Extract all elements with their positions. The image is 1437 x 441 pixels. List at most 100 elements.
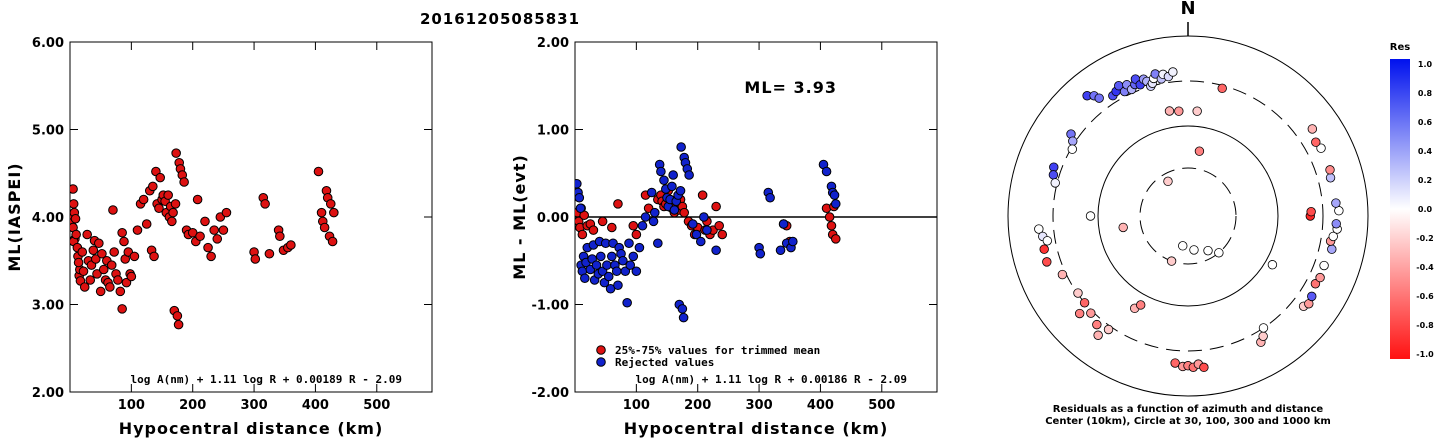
rejected-point	[699, 212, 709, 222]
rejected-point	[676, 142, 686, 152]
station-point	[1319, 260, 1329, 271]
x-tick-label: 300	[745, 398, 772, 413]
data-point	[98, 264, 109, 275]
y-tick-label: 3.00	[32, 299, 64, 314]
rejected-point	[775, 245, 786, 256]
data-point	[209, 225, 219, 235]
rejected-point	[575, 178, 582, 189]
data-point	[77, 247, 88, 257]
colorbar-label: -0.2	[1416, 234, 1434, 243]
x-tick-label: 200	[179, 398, 206, 413]
colorbar-label: -0.8	[1416, 321, 1434, 330]
colorbar-label: 0.4	[1418, 147, 1433, 156]
accepted-point	[826, 220, 837, 231]
station-point	[1170, 358, 1180, 368]
rejected-point	[649, 207, 660, 218]
legend-marker	[596, 345, 606, 355]
rejected-point	[640, 212, 651, 222]
data-point	[138, 194, 149, 205]
station-point	[1194, 146, 1205, 156]
rejected-point	[602, 260, 612, 270]
station-point	[1086, 308, 1096, 318]
colorbar-label: 0.2	[1418, 176, 1432, 185]
station-point	[1306, 206, 1316, 217]
station-point	[1085, 211, 1096, 221]
station-point	[1166, 256, 1177, 266]
rejected-point	[659, 175, 669, 186]
data-point	[82, 229, 92, 240]
station-point	[1067, 144, 1077, 154]
rejected-point	[634, 242, 645, 253]
x-tick-label: 500	[363, 398, 390, 413]
station-point	[1331, 198, 1341, 208]
rejected-point	[765, 192, 775, 203]
station-point	[1192, 106, 1202, 116]
accepted-point	[588, 225, 599, 235]
colorbar-label: -0.6	[1416, 292, 1434, 301]
station-point	[1039, 244, 1049, 254]
formula-label: log A(nm) + 1.11 log R + 0.00186 R - 2.0…	[635, 373, 907, 386]
station-point	[1325, 173, 1336, 183]
legend-marker	[596, 357, 606, 367]
data-point	[275, 231, 285, 242]
rejected-point	[695, 236, 706, 247]
station-point	[1267, 260, 1278, 270]
rejected-point	[628, 251, 639, 262]
accepted-point	[711, 201, 721, 212]
accepted-point	[613, 199, 623, 209]
colorbar-title: Res	[1390, 42, 1410, 53]
data-point	[95, 286, 106, 297]
colorbar-label: 0.8	[1418, 89, 1433, 98]
y-tick-label: 0.00	[537, 211, 569, 226]
station-point	[1178, 241, 1188, 251]
rejected-point	[675, 185, 686, 196]
figure-title: 20161205085831	[420, 10, 580, 28]
station-point	[1311, 137, 1321, 147]
data-point	[105, 282, 115, 292]
data-point	[203, 242, 213, 253]
data-point	[167, 216, 177, 227]
colorbar	[1390, 59, 1410, 359]
data-point	[168, 207, 178, 218]
station-point	[1093, 330, 1103, 340]
rejected-point	[591, 260, 602, 270]
x-tick-label: 500	[868, 398, 895, 413]
rejected-point	[622, 297, 632, 308]
x-tick-label: 300	[240, 398, 267, 413]
data-point	[108, 205, 118, 215]
data-point	[115, 286, 126, 297]
station-point	[1049, 162, 1059, 172]
data-point	[173, 319, 184, 330]
data-point	[195, 231, 205, 242]
rejected-point	[778, 219, 789, 229]
x-tick-label: 200	[684, 398, 711, 413]
rejected-point	[618, 255, 628, 266]
y-tick-label: -1.00	[532, 299, 569, 314]
rejected-point	[611, 266, 622, 277]
rejected-point	[788, 236, 798, 247]
data-point	[325, 199, 336, 209]
rejected-point	[669, 205, 680, 215]
rejected-point	[653, 238, 663, 249]
data-points	[70, 148, 339, 330]
data-point	[119, 236, 129, 247]
data-points	[575, 142, 841, 323]
station-point	[1217, 83, 1227, 94]
x-tick-label: 400	[807, 398, 834, 413]
x-axis-label: Hypocentral distance (km)	[624, 419, 889, 438]
data-point	[90, 254, 101, 264]
station-point	[1094, 93, 1104, 103]
data-point	[155, 172, 165, 183]
data-point	[329, 207, 339, 218]
data-point	[113, 275, 123, 285]
rejected-point	[620, 266, 631, 277]
colorbar-label: 1.0	[1418, 60, 1433, 69]
station-point	[1074, 308, 1085, 319]
rejected-point	[667, 181, 677, 192]
data-point	[163, 190, 173, 200]
station-point	[1042, 236, 1053, 246]
station-point	[1103, 324, 1114, 335]
rejected-point	[575, 192, 585, 203]
accepted-point	[597, 216, 608, 227]
